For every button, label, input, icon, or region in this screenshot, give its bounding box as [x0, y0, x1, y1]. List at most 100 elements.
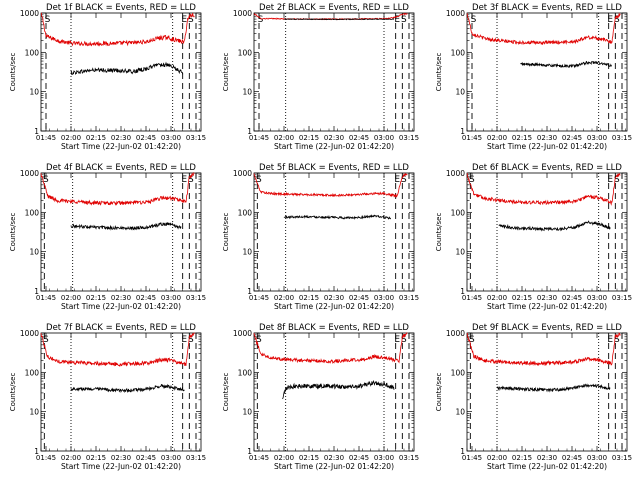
y-tick-label: 1: [247, 287, 252, 296]
y-tick-label: 10: [242, 88, 252, 97]
y-tick-label: 1: [34, 127, 39, 136]
x-tick-label: 01:45: [36, 294, 56, 302]
marker-label: E: [394, 15, 400, 25]
marker-label: S: [471, 15, 477, 25]
x-tick-label: 03:15: [186, 134, 206, 142]
x-axis-label: Start Time (22-Jun-02 01:42:20): [61, 302, 181, 311]
plot-frame: [40, 12, 202, 132]
x-axis-label: Start Time (22-Jun-02 01:42:20): [61, 142, 181, 151]
x-tick-label: 03:00: [374, 294, 394, 302]
x-tick-label: 03:00: [587, 294, 607, 302]
x-tick-label: 01:45: [36, 134, 56, 142]
chart-panel-7f: Det 7f BLACK = Events, RED = LLD 1 10 100 10…: [9, 323, 206, 471]
x-tick-label: 01:45: [249, 134, 269, 142]
x-tick-label: 02:00: [487, 134, 507, 142]
x-tick-label: 02:45: [562, 454, 582, 462]
marker-label: S: [188, 335, 194, 345]
y-tick-label: 1000: [446, 9, 465, 18]
series-line-lld: [466, 332, 621, 367]
x-tick-label: 03:00: [587, 454, 607, 462]
x-tick-label: 02:15: [512, 454, 532, 462]
x-tick-label: 03:15: [612, 294, 632, 302]
series-line-events: [496, 383, 611, 393]
chart-title: Det 9f BLACK = Events, RED = LLD: [472, 323, 622, 333]
x-tick-label: 02:45: [349, 294, 369, 302]
marker-label: S: [256, 175, 262, 185]
x-tick-label: 02:15: [512, 134, 532, 142]
plot-frame: [253, 172, 415, 292]
x-tick-label: 02:00: [274, 134, 294, 142]
x-tick-label: 02:45: [136, 134, 156, 142]
x-tick-label: 02:00: [274, 294, 294, 302]
y-tick-label: 10: [29, 248, 39, 257]
x-tick-label: 02:00: [61, 134, 81, 142]
x-tick-label: 02:45: [562, 134, 582, 142]
y-axis-label: Counts/sec: [435, 213, 443, 252]
x-tick-label: 03:15: [399, 134, 419, 142]
marker-label: E: [607, 15, 613, 25]
x-tick-label: 02:30: [537, 134, 557, 142]
marker-label: S: [258, 15, 264, 25]
y-tick-label: 1: [460, 447, 465, 456]
series-line-events: [70, 383, 185, 394]
marker-label: S: [45, 15, 51, 25]
y-axis-label: Counts/sec: [9, 53, 17, 92]
x-tick-label: 01:45: [249, 454, 269, 462]
x-tick-label: 01:45: [462, 454, 482, 462]
marker-label: E: [607, 175, 613, 185]
chart-title: Det 2f BLACK = Events, RED = LLD: [259, 3, 409, 13]
series-line-lld: [253, 332, 408, 364]
y-axis-label: Counts/sec: [9, 213, 17, 252]
x-tick-label: 02:30: [324, 454, 344, 462]
x-tick-label: 02:30: [537, 454, 557, 462]
y-axis-label: Counts/sec: [435, 53, 443, 92]
x-tick-label: 02:45: [349, 134, 369, 142]
series-line-lld: [253, 172, 408, 198]
y-tick-label: 10: [29, 408, 39, 417]
x-tick-label: 02:30: [111, 454, 131, 462]
y-tick-label: 1: [460, 287, 465, 296]
x-tick-label: 02:00: [487, 294, 507, 302]
chart-title: Det 4f BLACK = Events, RED = LLD: [46, 163, 196, 173]
y-tick-label: 100: [238, 48, 253, 57]
marker-label: S: [256, 335, 262, 345]
y-tick-label: 1000: [233, 9, 252, 18]
x-tick-label: 02:30: [537, 294, 557, 302]
y-tick-label: 1: [247, 127, 252, 136]
y-axis-label: Counts/sec: [222, 53, 230, 92]
y-tick-label: 1000: [233, 169, 252, 178]
plot-frame: [253, 12, 415, 132]
x-tick-label: 03:00: [161, 454, 181, 462]
x-tick-label: 02:15: [299, 134, 319, 142]
y-axis-label: Counts/sec: [222, 213, 230, 252]
plot-frame: [466, 12, 628, 132]
x-tick-label: 01:45: [462, 134, 482, 142]
series-line-events: [520, 60, 612, 69]
series-line-events: [70, 61, 184, 76]
x-tick-label: 02:30: [111, 134, 131, 142]
y-tick-label: 10: [242, 248, 252, 257]
y-tick-label: 1: [34, 447, 39, 456]
y-axis-label: Counts/sec: [222, 373, 230, 412]
x-tick-label: 03:15: [186, 454, 206, 462]
series-line-events: [282, 379, 395, 400]
y-tick-label: 1: [460, 127, 465, 136]
x-tick-label: 02:15: [86, 294, 106, 302]
x-axis-label: Start Time (22-Jun-02 01:42:20): [487, 142, 607, 151]
marker-label: S: [188, 175, 194, 185]
chart-title: Det 3f BLACK = Events, RED = LLD: [472, 3, 622, 13]
y-tick-label: 100: [238, 208, 253, 217]
x-tick-label: 02:45: [349, 454, 369, 462]
x-tick-label: 03:15: [399, 294, 419, 302]
y-axis-label: Counts/sec: [435, 373, 443, 412]
y-tick-label: 1000: [20, 9, 39, 18]
x-axis-label: Start Time (22-Jun-02 01:42:20): [274, 302, 394, 311]
chart-panel-5f: Det 5f BLACK = Events, RED = LLD 1 10 100 10…: [222, 163, 419, 311]
x-tick-label: 02:15: [512, 294, 532, 302]
series-line-events: [283, 214, 392, 220]
marker-label: E: [181, 335, 187, 345]
x-tick-label: 01:45: [462, 294, 482, 302]
marker-label: E: [181, 15, 187, 25]
x-tick-label: 03:00: [587, 134, 607, 142]
x-tick-label: 03:15: [612, 454, 632, 462]
